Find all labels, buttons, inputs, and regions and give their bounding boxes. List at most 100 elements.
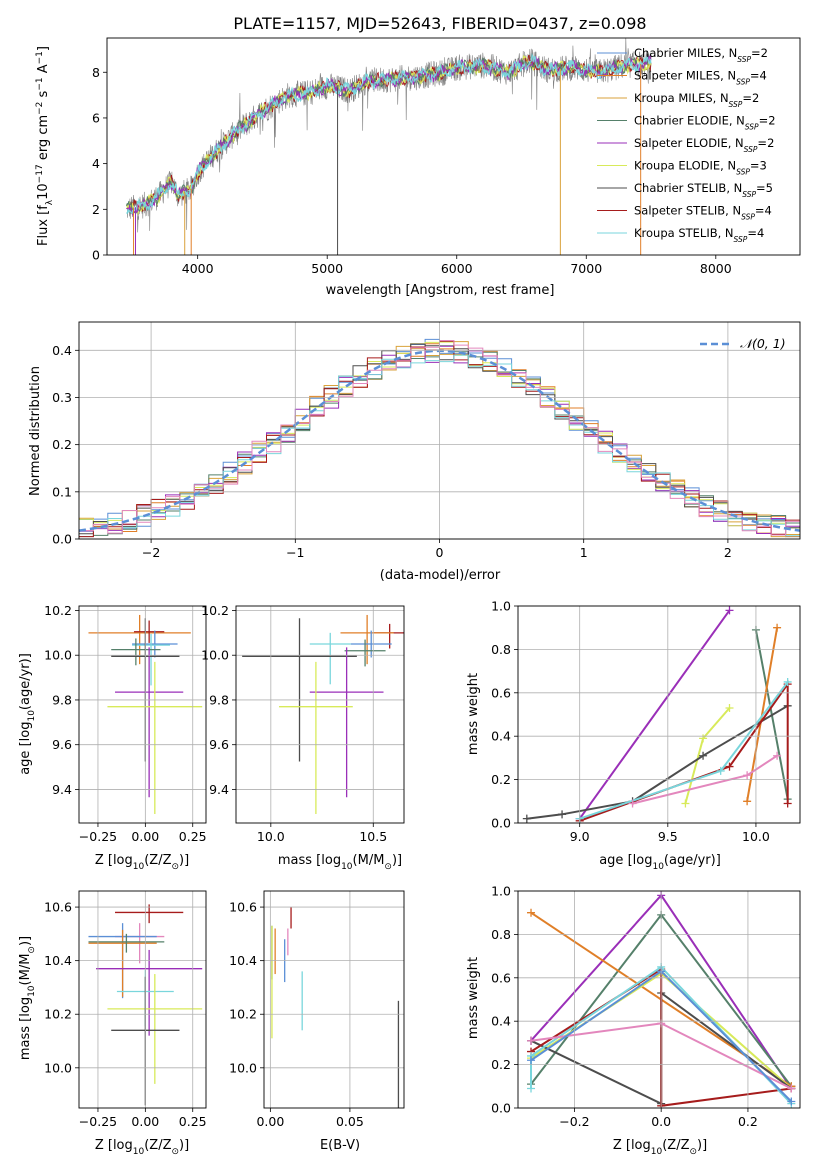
weight-marker — [773, 751, 782, 760]
x-tick-label: 0.00 — [131, 1114, 159, 1129]
weight-marker — [699, 734, 708, 743]
y-axis-label: age [log10(age/yr)] — [18, 653, 37, 775]
panel-z_vs_age: −0.25 0.00 0.25 9.4 9.6 9.8 10.0 10.2 Z [log10(Z… — [18, 603, 207, 872]
error-bar-point — [115, 904, 184, 924]
y-axis-label-part: −1 — [35, 77, 45, 90]
y-tick-label: 9.8 — [209, 692, 229, 707]
panel-age_vs_mass_weight: 9.0 9.5 10.0 0.0 0.2 0.4 0.6 0.8 1.0 age [log10(a… — [466, 599, 801, 872]
y-tick-label: 0.2 — [491, 1057, 511, 1072]
x-tick-label: 0.00 — [256, 1114, 284, 1129]
y-tick-label: 0.4 — [491, 729, 511, 744]
y-tick-label: 8 — [92, 65, 100, 80]
y-axis-label: mass weight — [466, 957, 481, 1039]
y-tick-label: 6 — [92, 110, 100, 125]
error-bar-point — [242, 618, 357, 762]
axes-frame — [106, 37, 801, 256]
y-axis-label-part: 10 — [36, 183, 51, 200]
y-tick-label: 10.0 — [44, 1060, 72, 1075]
x-tick-label: 8000 — [700, 261, 732, 276]
plot-area — [242, 614, 404, 815]
y-axis-label-part: −2 — [35, 102, 45, 115]
axes-frame — [235, 605, 405, 824]
x-tick-label: 10.5 — [359, 829, 387, 844]
plot-area — [522, 606, 792, 823]
weight-marker — [725, 703, 734, 712]
y-tick-label: 0.4 — [52, 343, 72, 358]
y-tick-label: 2 — [92, 202, 100, 217]
x-tick-label: 7000 — [570, 261, 602, 276]
y-axis-label: Flux [fλ10−17 erg cm−2 s−1 A−1] — [35, 46, 55, 246]
y-axis-label-part: λ — [45, 199, 55, 205]
y-tick-label: 10.2 — [44, 603, 72, 618]
y-tick-label: 0.6 — [491, 970, 511, 985]
weight-marker — [725, 762, 734, 771]
y-tick-label: 0.2 — [52, 437, 72, 452]
x-tick-label: 0.00 — [131, 829, 159, 844]
y-axis-label-part: −17 — [35, 164, 45, 183]
x-tick-label: 6000 — [441, 261, 473, 276]
y-tick-label: 0.6 — [491, 685, 511, 700]
legend-entry: Chabrier ELODIE, NSSP=2 — [634, 114, 776, 132]
y-tick-label: 4 — [92, 156, 100, 171]
y-tick-label: 9.4 — [209, 782, 229, 797]
error-bar-point — [132, 633, 170, 686]
y-tick-label: 1.0 — [491, 884, 511, 899]
y-tick-label: 0.8 — [491, 642, 511, 657]
weight-marker — [743, 797, 752, 806]
x-tick-label: 0.25 — [179, 829, 207, 844]
figure-title: PLATE=1157, MJD=52643, FIBERID=0437, z=0… — [233, 14, 646, 33]
spectrum-model-line-kroupa_stelib — [126, 52, 652, 215]
x-tick-label: 0.2 — [738, 1114, 758, 1129]
y-tick-label: 9.8 — [52, 692, 72, 707]
y-tick-label: 9.4 — [52, 782, 72, 797]
x-tick-label: −0.2 — [559, 1114, 589, 1129]
y-tick-label: 0 — [92, 248, 100, 263]
y-tick-label: 0.2 — [491, 772, 511, 787]
y-tick-label: 0.3 — [52, 390, 72, 405]
y-axis-label-part: ] — [36, 46, 51, 51]
weight-marker — [783, 799, 792, 808]
x-axis-label: Z [log10(Z/Z⊙)] — [95, 1138, 189, 1157]
y-tick-label: 1.0 — [491, 599, 511, 614]
error-bar-point — [107, 661, 203, 815]
y-tick-label: 10.6 — [229, 900, 257, 915]
error-bar-point — [309, 632, 351, 685]
y-axis-label-part: −1 — [35, 51, 45, 64]
x-axis-label: (data-model)/error — [380, 568, 501, 583]
y-tick-label: 0.1 — [52, 484, 72, 499]
y-axis-label-part: Flux [f — [36, 205, 51, 246]
error-bar-point — [279, 661, 353, 815]
x-tick-label: 0 — [436, 545, 444, 560]
weight-marker — [787, 1097, 796, 1106]
y-tick-label: 0.0 — [491, 1101, 511, 1116]
weight-marker — [743, 771, 752, 780]
x-tick-label: −0.25 — [79, 1114, 117, 1129]
weight-marker — [725, 606, 734, 615]
axes-frame — [78, 890, 207, 1109]
panel-mass_vs_age: 10.0 10.5 9.4 9.6 9.8 10.0 10.2 mass [log10(M/M… — [201, 603, 405, 872]
y-tick-label: 10.0 — [44, 648, 72, 663]
x-tick-label: 4000 — [182, 261, 214, 276]
x-tick-label: 9.0 — [570, 829, 590, 844]
axes-frame — [78, 605, 207, 824]
axes-frame — [517, 890, 801, 1109]
error-bar-point — [132, 630, 178, 658]
axes-frame — [517, 605, 801, 824]
plot-area — [271, 907, 400, 1108]
legend-entry: 𝒩(0, 1) — [740, 336, 786, 351]
x-tick-label: −1 — [286, 545, 304, 560]
y-tick-label: 9.6 — [209, 737, 229, 752]
weight-marker — [783, 677, 792, 686]
error-bar-point — [115, 647, 184, 798]
error-bar-point — [350, 630, 392, 658]
error-bar-point — [107, 974, 203, 1084]
error-bar-point — [88, 933, 165, 953]
weight-marker — [558, 810, 567, 819]
y-tick-label: 9.6 — [52, 737, 72, 752]
weight-series-salpeter_elodie — [578, 609, 731, 820]
legend-entry: Salpeter STELIB, NSSP=4 — [634, 204, 772, 222]
legend-entry: Kroupa STELIB, NSSP=4 — [634, 226, 764, 244]
x-axis-label: E(B-V) — [320, 1138, 360, 1153]
